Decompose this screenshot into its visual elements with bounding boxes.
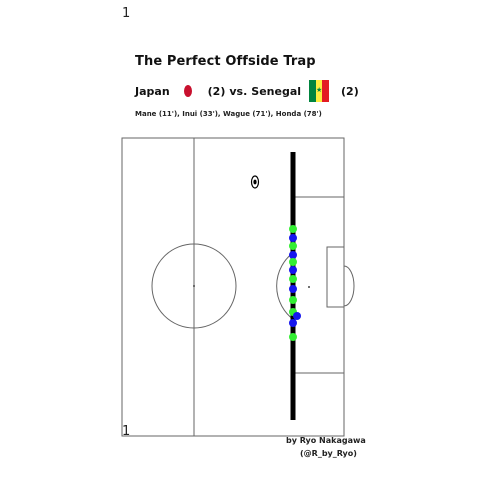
player-green — [289, 258, 297, 266]
home-score: (2) — [207, 84, 226, 98]
players-layer — [289, 225, 301, 341]
player-green — [289, 242, 297, 250]
senegal-flag-icon: ★ — [309, 80, 330, 102]
player-blue — [289, 285, 297, 293]
goal-arc — [343, 265, 355, 307]
match-line: Japan (2) vs. Senegal ★ (2) — [135, 80, 363, 102]
centre-circle — [151, 243, 237, 329]
centre-spot — [193, 285, 195, 287]
penalty-arc — [276, 251, 295, 321]
player-blue — [289, 319, 297, 327]
home-team-name: Japan — [135, 84, 170, 98]
away-score: (2) — [341, 84, 359, 98]
pitch-outline — [121, 137, 345, 437]
player-green — [289, 225, 297, 233]
player-blue — [289, 251, 297, 259]
penalty-area — [293, 196, 345, 374]
page-number-bottom: 1 — [122, 424, 131, 439]
player-blue — [293, 312, 301, 320]
player-blue — [289, 234, 297, 242]
goal-area — [326, 246, 345, 308]
credit-handle: (@R_by_Ryo) — [300, 449, 357, 458]
credit-author: by Ryo Nakagawa — [286, 436, 366, 445]
player-green — [289, 275, 297, 283]
soccer-ball-icon — [250, 175, 260, 189]
penalty-spot — [308, 286, 310, 288]
goal-scorers: Mane (11'), Inui (33'), Wague (71'), Hon… — [135, 110, 322, 118]
player-blue — [289, 266, 297, 274]
page-number-top: 1 — [122, 6, 131, 21]
away-team-name: Senegal — [251, 84, 302, 98]
japan-flag-icon — [182, 85, 194, 97]
page-title: The Perfect Offside Trap — [135, 54, 316, 69]
versus-label: vs. — [229, 84, 248, 98]
player-green — [289, 333, 297, 341]
player-green — [289, 296, 297, 304]
